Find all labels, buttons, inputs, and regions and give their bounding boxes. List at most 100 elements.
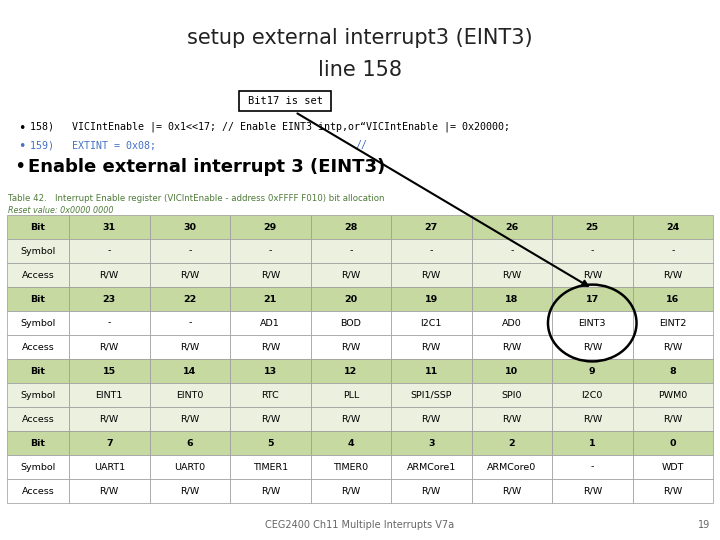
- Bar: [552, 287, 632, 311]
- Bar: [150, 215, 230, 239]
- Text: R/W: R/W: [180, 271, 199, 280]
- Text: 8: 8: [670, 367, 676, 375]
- Bar: [69, 335, 150, 359]
- Text: 13: 13: [264, 367, 276, 375]
- Text: R/W: R/W: [261, 487, 280, 496]
- Bar: [632, 383, 713, 407]
- Text: TIMER0: TIMER0: [333, 462, 369, 471]
- Bar: [472, 359, 552, 383]
- Text: -: -: [590, 462, 594, 471]
- Text: R/W: R/W: [341, 415, 361, 423]
- Text: 158)   VICIntEnable |= 0x1<<17; // Enable EINT3 intp,or“VICIntEnable |= 0x20000;: 158) VICIntEnable |= 0x1<<17; // Enable …: [30, 122, 510, 132]
- Text: R/W: R/W: [582, 271, 602, 280]
- Text: Access: Access: [22, 487, 55, 496]
- Text: 22: 22: [183, 294, 197, 303]
- Text: •: •: [14, 157, 25, 176]
- Text: Symbol: Symbol: [20, 319, 55, 327]
- Text: R/W: R/W: [180, 487, 199, 496]
- Bar: [552, 455, 632, 479]
- Bar: [69, 239, 150, 263]
- Text: R/W: R/W: [582, 342, 602, 352]
- Bar: [150, 407, 230, 431]
- Text: 28: 28: [344, 222, 357, 232]
- Bar: [472, 287, 552, 311]
- Text: -: -: [671, 246, 675, 255]
- Bar: [472, 431, 552, 455]
- Text: Access: Access: [22, 271, 55, 280]
- Bar: [552, 311, 632, 335]
- Bar: [391, 359, 472, 383]
- Text: R/W: R/W: [663, 271, 683, 280]
- Bar: [552, 239, 632, 263]
- Text: R/W: R/W: [99, 415, 119, 423]
- Bar: [310, 479, 391, 503]
- Bar: [7, 431, 69, 455]
- Text: 0: 0: [670, 438, 676, 448]
- Text: 17: 17: [585, 294, 599, 303]
- Bar: [391, 263, 472, 287]
- Text: R/W: R/W: [422, 271, 441, 280]
- Text: 19: 19: [698, 520, 710, 530]
- Bar: [472, 311, 552, 335]
- Text: R/W: R/W: [422, 415, 441, 423]
- Bar: [7, 263, 69, 287]
- Bar: [7, 287, 69, 311]
- Bar: [310, 215, 391, 239]
- Bar: [7, 359, 69, 383]
- Text: R/W: R/W: [261, 342, 280, 352]
- Bar: [150, 311, 230, 335]
- Bar: [69, 479, 150, 503]
- Bar: [632, 455, 713, 479]
- Bar: [150, 263, 230, 287]
- Bar: [391, 287, 472, 311]
- Bar: [310, 287, 391, 311]
- Text: R/W: R/W: [422, 487, 441, 496]
- Bar: [472, 407, 552, 431]
- Bar: [472, 335, 552, 359]
- Text: Access: Access: [22, 415, 55, 423]
- Text: Symbol: Symbol: [20, 390, 55, 400]
- Bar: [310, 359, 391, 383]
- Text: 6: 6: [186, 438, 193, 448]
- Bar: [7, 215, 69, 239]
- Text: Bit: Bit: [30, 438, 45, 448]
- Text: 4: 4: [348, 438, 354, 448]
- Bar: [552, 335, 632, 359]
- Bar: [310, 239, 391, 263]
- Bar: [552, 215, 632, 239]
- Bar: [69, 455, 150, 479]
- Text: Bit: Bit: [30, 294, 45, 303]
- Text: EINT1: EINT1: [96, 390, 123, 400]
- Text: R/W: R/W: [180, 342, 199, 352]
- Bar: [552, 479, 632, 503]
- Bar: [69, 383, 150, 407]
- Bar: [230, 335, 310, 359]
- Text: ARMCore0: ARMCore0: [487, 462, 536, 471]
- Text: •: •: [18, 140, 25, 153]
- Bar: [310, 311, 391, 335]
- Bar: [632, 407, 713, 431]
- Text: R/W: R/W: [341, 342, 361, 352]
- Text: EINT0: EINT0: [176, 390, 204, 400]
- Bar: [310, 455, 391, 479]
- Text: line 158: line 158: [318, 60, 402, 80]
- Text: 2: 2: [508, 438, 515, 448]
- Bar: [472, 263, 552, 287]
- Text: 20: 20: [344, 294, 357, 303]
- Text: 11: 11: [425, 367, 438, 375]
- Text: 27: 27: [425, 222, 438, 232]
- Text: R/W: R/W: [582, 415, 602, 423]
- Bar: [552, 407, 632, 431]
- Text: I2C1: I2C1: [420, 319, 442, 327]
- Text: R/W: R/W: [502, 342, 521, 352]
- Bar: [230, 431, 310, 455]
- Text: Bit: Bit: [30, 222, 45, 232]
- Bar: [150, 335, 230, 359]
- Text: WDT: WDT: [662, 462, 684, 471]
- Text: R/W: R/W: [663, 342, 683, 352]
- Text: R/W: R/W: [99, 271, 119, 280]
- Text: R/W: R/W: [663, 415, 683, 423]
- Bar: [391, 335, 472, 359]
- Bar: [7, 239, 69, 263]
- Text: 18: 18: [505, 294, 518, 303]
